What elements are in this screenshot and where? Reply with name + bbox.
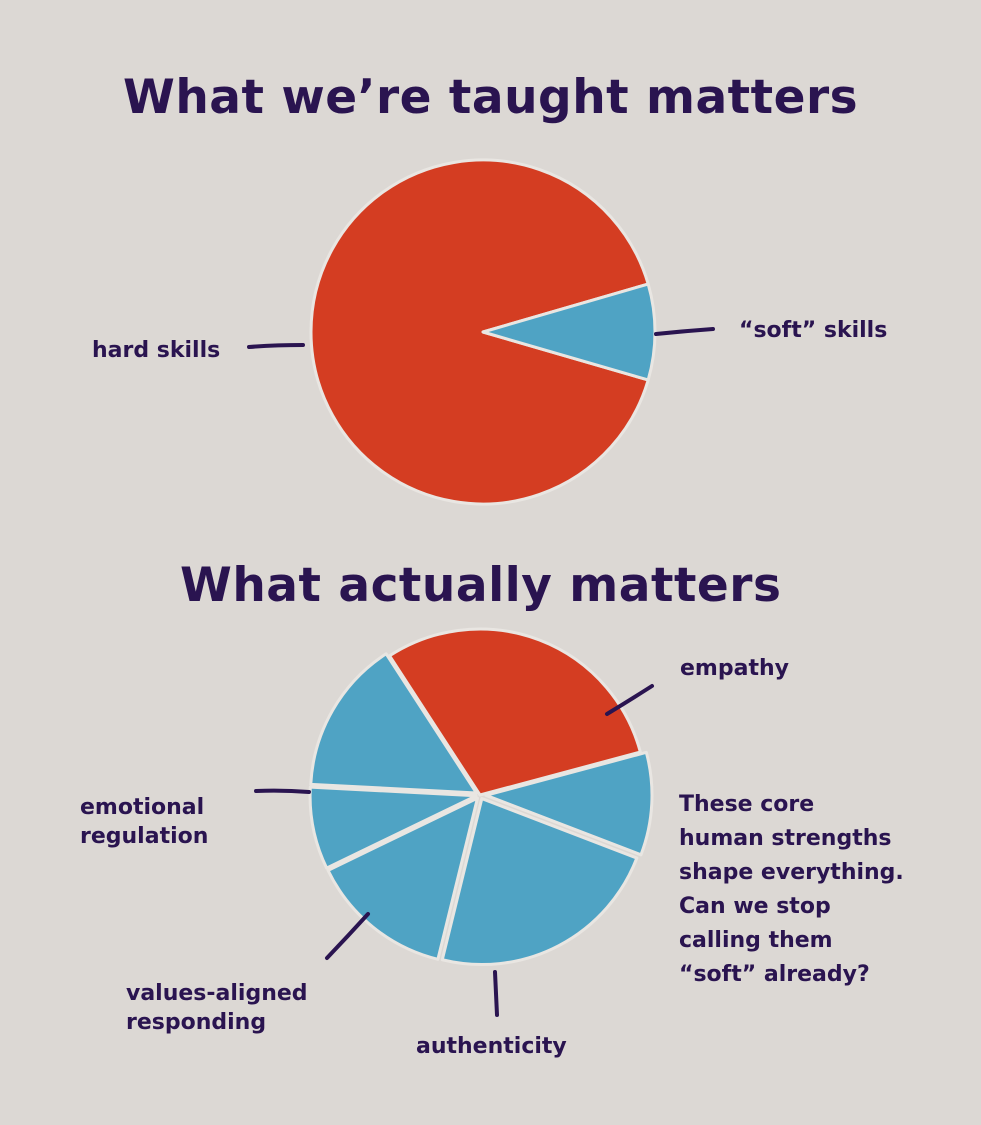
note-line: Can we stop (679, 894, 831, 919)
pie-slice-unlabeled (440, 797, 639, 967)
label-hard-skills: hard skills (92, 338, 221, 363)
label-authenticity: authenticity (416, 1034, 567, 1059)
note-line: human strengths (679, 826, 892, 851)
pie-chart-actual (308, 627, 654, 967)
label-line: responding (126, 1010, 267, 1035)
label-emotional-regulation: emotional regulation (80, 793, 208, 851)
leader-emotional-regulation (254, 788, 311, 794)
pie-slice-empathy (484, 750, 654, 857)
label-soft-skills: “soft” skills (739, 318, 888, 343)
closing-note: These core human strengths shape everyth… (679, 788, 904, 992)
chart-title-actual: What actually matters (180, 558, 782, 613)
pie-slice-soft-skills (481, 282, 657, 382)
leader-hard-skills (247, 343, 305, 349)
chart-title-taught: What we’re taught matters (123, 70, 859, 125)
note-line: shape everything. (679, 860, 904, 885)
label-values-aligned-responding: values-aligned responding (126, 979, 308, 1037)
note-line: calling them (679, 928, 833, 953)
leader-authenticity (493, 970, 499, 1017)
pie-chart-taught (309, 158, 657, 506)
pie-slice-emotional-regulation (309, 652, 479, 795)
pie-slice-hard-skills (309, 158, 650, 506)
label-line: regulation (80, 824, 209, 849)
note-line: These core (679, 792, 815, 817)
leader-empathy (605, 684, 654, 716)
pie-slice-unlabeled (388, 627, 642, 797)
label-line: values-aligned (126, 981, 308, 1006)
leader-values-aligned (325, 912, 370, 960)
label-line: emotional (80, 795, 205, 820)
label-empathy: empathy (680, 656, 789, 681)
note-line: “soft” already? (679, 962, 870, 987)
label-leader-lines (247, 327, 715, 1017)
leader-soft-skills (654, 327, 715, 336)
pie-slice-values-aligned-responding (308, 785, 478, 870)
